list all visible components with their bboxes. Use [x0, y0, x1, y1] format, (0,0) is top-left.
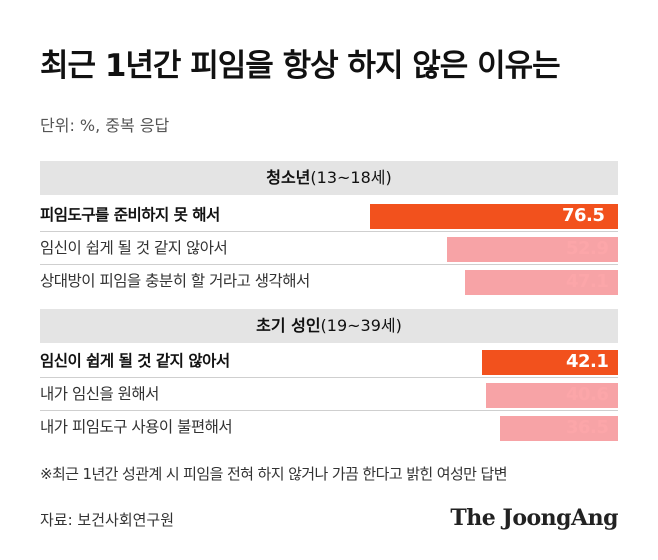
bar-label: 임신이 쉽게 될 것 같지 않아서 — [40, 239, 228, 257]
bar — [370, 204, 618, 229]
bar-label: 피임도구를 준비하지 못 해서 — [40, 206, 220, 224]
chart-title: 최근 1년간 피임을 항상 하지 않은 이유는 — [40, 48, 561, 84]
bar — [465, 270, 618, 295]
data-label: 36.5 — [566, 417, 609, 438]
bar-row: 임신이 쉽게 될 것 같지 않아서 42.1 — [40, 345, 618, 378]
bar-label: 임신이 쉽게 될 것 같지 않아서 — [40, 352, 230, 370]
source-note: 자료: 보건사회연구원 — [40, 511, 175, 529]
section-name: 청소년 — [266, 168, 311, 187]
data-label: 76.5 — [562, 205, 605, 226]
bar-row: 임신이 쉽게 될 것 같지 않아서 52.9 — [40, 232, 618, 265]
brand-logo: The JoongAng — [450, 505, 618, 531]
footnote: ※최근 1년간 성관계 시 피임을 전혀 하지 않거나 가끔 한다고 밝힌 여성… — [40, 465, 508, 483]
bar — [486, 383, 618, 408]
unit-note: 단위: %, 중복 응답 — [40, 116, 170, 135]
bar-label: 상대방이 피임을 충분히 할 거라고 생각해서 — [40, 272, 310, 290]
data-label: 47.1 — [566, 271, 609, 292]
data-label: 52.9 — [566, 238, 609, 259]
bar — [447, 237, 618, 262]
bar-row: 상대방이 피임을 충분히 할 거라고 생각해서 47.1 — [40, 265, 618, 297]
section-header-teen: 청소년(13~18세) — [40, 161, 618, 195]
bar — [482, 350, 618, 375]
bar-row: 내가 임신을 원해서 40.6 — [40, 378, 618, 411]
data-label: 40.6 — [566, 384, 609, 405]
bar-row: 내가 피임도구 사용이 불편해서 36.5 — [40, 411, 618, 443]
section-range: (19~39세) — [320, 316, 402, 335]
bar-row: 피임도구를 준비하지 못 해서 76.5 — [40, 199, 618, 232]
section-name: 초기 성인 — [256, 316, 321, 335]
section-range: (13~18세) — [310, 168, 392, 187]
bar — [500, 416, 618, 441]
section-header-young-adult: 초기 성인(19~39세) — [40, 309, 618, 343]
bar-label: 내가 피임도구 사용이 불편해서 — [40, 418, 233, 436]
data-label: 42.1 — [566, 351, 609, 372]
bar-label: 내가 임신을 원해서 — [40, 385, 159, 403]
